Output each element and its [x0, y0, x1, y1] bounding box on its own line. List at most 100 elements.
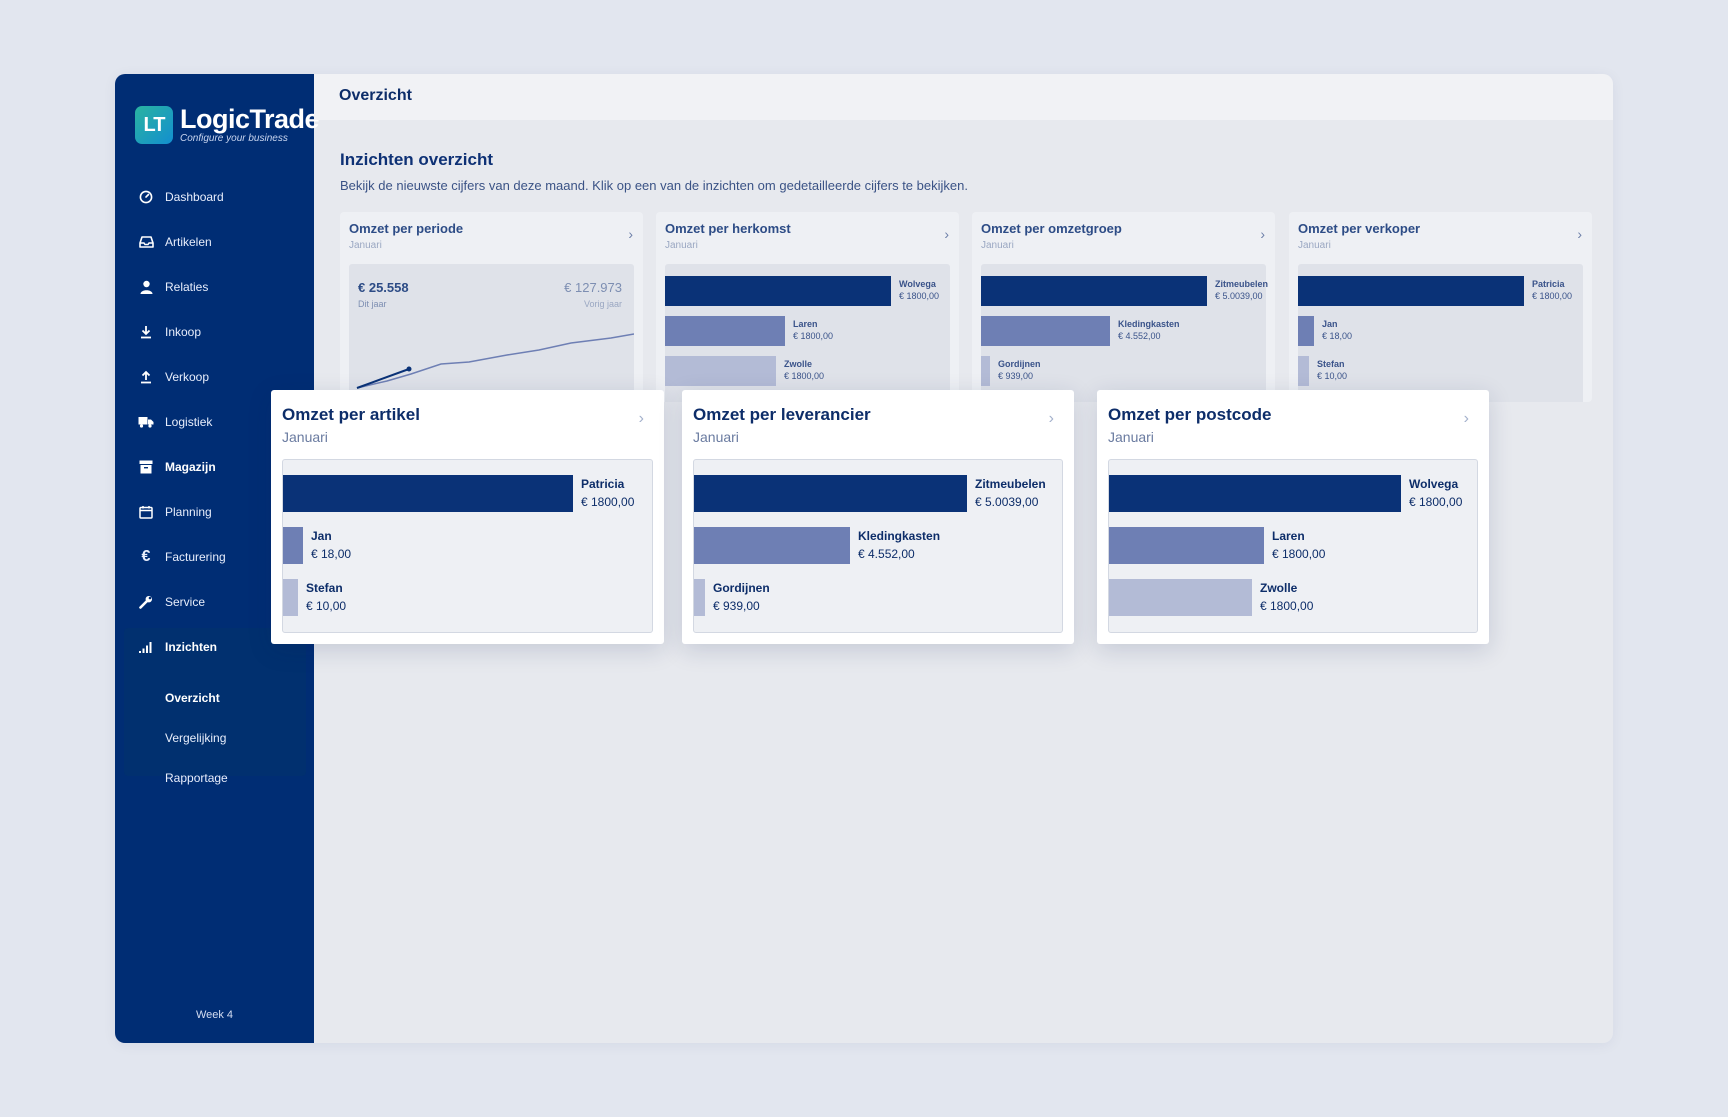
- truck-icon: [138, 414, 154, 430]
- bar-value: € 4.552,00: [858, 547, 915, 561]
- sidebar-group-inzichten: [124, 628, 306, 776]
- week-indicator: Week 4: [195, 1009, 234, 1021]
- chevron-right-icon: ›: [1048, 410, 1054, 427]
- card-title: Omzet per herkomst: [665, 221, 791, 236]
- bar-value: € 939,00: [998, 371, 1034, 381]
- sidebar-item-facturering[interactable]: € Facturering: [115, 534, 314, 579]
- bar-name: Zitmeubelen: [1215, 279, 1269, 289]
- card-title: Omzet per postcode: [1108, 405, 1272, 424]
- chevron-right-icon: ›: [628, 226, 633, 242]
- chart-bar: [981, 316, 1110, 346]
- insight-card-omzet-per-leverancier[interactable]: Omzet per leverancier Januari › Zitmeube…: [682, 390, 1074, 644]
- previous-year-line: [356, 333, 634, 389]
- main-content: Inzichten overzicht Bekijk de nieuwste c…: [314, 120, 1613, 1043]
- sidebar-item-magazijn[interactable]: Magazijn: [115, 444, 314, 489]
- archive-box-icon: [138, 459, 154, 475]
- previous-year-value: € 127.973: [564, 280, 622, 295]
- insight-card-omzet-per-periode[interactable]: Omzet per periode Januari › € 25.558 € 1…: [340, 212, 643, 402]
- sidebar-subitem-vergelijking[interactable]: Vergelijking: [165, 731, 227, 745]
- bar-value: € 1800,00: [1272, 547, 1326, 561]
- sidebar-item-verkoop[interactable]: Verkoop: [115, 354, 314, 399]
- card-chart-area: Zitmeubelen € 5.0039,00 Kledingkasten € 4.5…: [981, 264, 1269, 402]
- bar-label: Stefan € 10,00: [1317, 358, 1347, 382]
- euro-icon: €: [141, 547, 151, 565]
- bar-label: Patricia € 1800,00: [581, 475, 634, 511]
- chart-bar: [665, 276, 891, 306]
- bar-label: Patricia € 1800,00: [1532, 278, 1572, 302]
- sidebar-item-inkoop[interactable]: Inkoop: [115, 309, 314, 354]
- bar-value: € 4.552,00: [1118, 331, 1161, 341]
- current-year-line: [356, 368, 410, 389]
- sidebar-item-inzichten[interactable]: Inzichten: [115, 624, 314, 669]
- bar-label: Zwolle € 1800,00: [784, 358, 824, 382]
- bar-label: Kledingkasten € 4.552,00: [858, 527, 940, 563]
- chart-bar: [1298, 356, 1309, 386]
- insight-card-omzet-per-verkoper[interactable]: Omzet per verkoper Januari › Patricia € 1…: [1289, 212, 1592, 402]
- bar-name: Kledingkasten: [1118, 319, 1180, 329]
- card-subtitle: Januari: [981, 240, 1014, 251]
- bar-name: Kledingkasten: [858, 529, 941, 543]
- sidebar-item-relaties[interactable]: Relaties: [115, 264, 314, 309]
- bar-name: Stefan: [1317, 359, 1345, 369]
- chart-bar: [981, 276, 1207, 306]
- sidebar-item-label: Dashboard: [165, 189, 224, 204]
- chart-bar: [1109, 475, 1401, 512]
- inbox-icon: [138, 234, 154, 250]
- card-title: Omzet per periode: [349, 221, 464, 236]
- bar-value: € 1800,00: [1409, 495, 1463, 509]
- bar-value: € 1800,00: [899, 291, 940, 301]
- card-chart-area: Wolvega € 1800,00 Laren € 1800,00 Zwolle € 18…: [1108, 459, 1478, 633]
- insight-card-omzet-per-postcode[interactable]: Omzet per postcode Januari › Wolvega € 18…: [1097, 390, 1489, 644]
- bar-value: € 1800,00: [784, 371, 825, 381]
- bar-label: Zwolle € 1800,00: [1260, 579, 1313, 615]
- bar-label: Stefan € 10,00: [306, 579, 346, 615]
- bar-label: Gordijnen € 939,00: [998, 358, 1041, 382]
- sidebar-subitem-overzicht[interactable]: Overzicht: [165, 691, 220, 705]
- bar-chart-icon: [138, 639, 154, 655]
- sidebar-item-label: Verkoop: [165, 369, 210, 384]
- sidebar-item-planning[interactable]: Planning: [115, 489, 314, 534]
- bar-name: Wolvega: [1409, 477, 1459, 491]
- section-description: Bekijk de nieuwste cijfers van deze maan…: [340, 178, 968, 193]
- sidebar-item-label: Service: [165, 594, 206, 609]
- card-title: Omzet per leverancier: [693, 405, 871, 424]
- sidebar-item-label: Facturering: [165, 549, 226, 564]
- bar-name: Patricia: [581, 477, 625, 491]
- sidebar-item-artikelen[interactable]: Artikelen: [115, 219, 314, 264]
- card-chart-area: Patricia € 1800,00 Jan € 18,00 Stefan € 10,00: [1298, 264, 1583, 402]
- chart-bar: [1109, 527, 1264, 564]
- dashboard-icon: [138, 189, 154, 205]
- sidebar-nav: Dashboard Artikelen Relaties Inkoop: [115, 174, 314, 669]
- card-subtitle: Januari: [665, 240, 698, 251]
- bar-value: € 10,00: [306, 599, 347, 613]
- sidebar-item-service[interactable]: Service: [115, 579, 314, 624]
- chart-bar: [665, 356, 776, 386]
- sidebar-item-dashboard[interactable]: Dashboard: [115, 174, 314, 219]
- chart-bar: [665, 316, 785, 346]
- card-subtitle: Januari: [282, 429, 328, 445]
- card-subtitle: Januari: [1108, 429, 1154, 445]
- sidebar-subitem-rapportage[interactable]: Rapportage: [165, 771, 228, 785]
- insight-card-omzet-per-omzetgroep[interactable]: Omzet per omzetgroep Januari › Zitmeubel…: [972, 212, 1275, 402]
- bar-label: Wolvega € 1800,00: [1409, 475, 1462, 511]
- brand-logo[interactable]: LT LogicTrade Configure your business: [135, 106, 320, 144]
- insight-card-omzet-per-herkomst[interactable]: Omzet per herkomst Januari › Wolvega € 18…: [656, 212, 959, 402]
- insight-card-omzet-per-artikel[interactable]: Omzet per artikel Januari › Patricia € 18…: [271, 390, 664, 644]
- bar-label: Laren € 1800,00: [1272, 527, 1325, 563]
- bar-value: € 10,00: [1317, 371, 1348, 381]
- chart-bar: [283, 527, 303, 564]
- current-year-point: [406, 366, 412, 372]
- chart-bar: [694, 579, 705, 616]
- bar-label: Jan € 18,00: [1322, 318, 1352, 342]
- bar-value: € 1800,00: [1532, 291, 1573, 301]
- bar-name: Laren: [1272, 529, 1305, 543]
- chart-bar: [1298, 316, 1314, 346]
- page-header-title: Overzicht: [339, 87, 412, 104]
- card-title: Omzet per omzetgroep: [981, 221, 1122, 236]
- chevron-right-icon: ›: [1463, 410, 1469, 427]
- logo-mark: LT: [135, 106, 173, 144]
- user-icon: [138, 279, 154, 295]
- card-title: Omzet per verkoper: [1298, 221, 1421, 236]
- bar-value: € 939,00: [713, 599, 760, 613]
- sidebar-item-logistiek[interactable]: Logistiek: [115, 399, 314, 444]
